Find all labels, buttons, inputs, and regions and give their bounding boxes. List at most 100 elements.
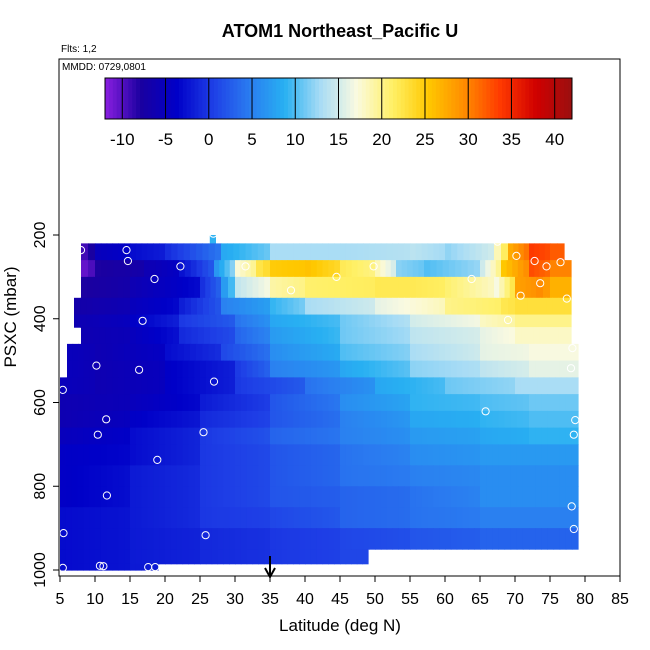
heatmap-cell (410, 243, 417, 261)
heatmap-cell (235, 377, 242, 395)
heatmap-cell (357, 327, 364, 345)
heatmap-cell (565, 528, 573, 550)
heatmap-cell (456, 314, 464, 328)
heatmap-cell (439, 243, 446, 261)
heatmap-cell (106, 563, 114, 571)
heatmap-cell (184, 260, 192, 278)
heatmap-cell (106, 507, 114, 529)
heatmap-cell (214, 260, 220, 278)
colorbar-segment (505, 78, 511, 119)
heatmap-cell (83, 444, 90, 466)
data-point (150, 274, 159, 284)
heatmap-cell (124, 444, 131, 466)
colorbar-segment (396, 78, 402, 119)
heatmap-cell (141, 377, 149, 395)
heatmap-cell (515, 314, 522, 328)
heatmap-cell (170, 427, 178, 445)
heatmap-cell (240, 327, 248, 345)
heatmap-cell (179, 314, 186, 328)
colorbar-tick-label: 15 (329, 130, 348, 149)
heatmap-cell (410, 377, 417, 395)
heatmap-cell (310, 297, 318, 316)
heatmap-cell (153, 507, 160, 529)
heatmap-cell (539, 297, 547, 316)
heatmap-cell (363, 243, 370, 261)
heatmap-cell (154, 327, 162, 345)
heatmap-cell (182, 528, 189, 550)
heatmap-cell (258, 486, 265, 508)
heatmap-cell (369, 427, 376, 445)
y-tick-label: 400 (32, 305, 49, 332)
heatmap-cell (439, 327, 446, 345)
heatmap-cell (275, 507, 283, 529)
heatmap-cell (183, 243, 191, 261)
heatmap-cell (316, 343, 324, 362)
heatmap-cell (398, 486, 405, 508)
heatmap-cell (210, 314, 217, 328)
heatmap-cell (194, 486, 201, 508)
heatmap-cell (100, 507, 108, 529)
heatmap-cell (328, 327, 335, 345)
heatmap-cell (560, 276, 567, 299)
heatmap-cell (246, 444, 254, 466)
heatmap-cell (240, 360, 248, 378)
heatmap-cell (340, 360, 347, 378)
heatmap-cell (468, 327, 475, 345)
heatmap-cell (89, 394, 96, 412)
heatmap-cell (497, 314, 504, 328)
heatmap-cell (546, 297, 553, 316)
heatmap-cell (363, 360, 370, 378)
heatmap-cell (386, 297, 394, 316)
heatmap-cell (124, 486, 131, 508)
heatmap-cell (363, 394, 370, 412)
heatmap-cell (251, 343, 259, 362)
heatmap-cell (421, 427, 429, 445)
colorbar-segment (381, 78, 386, 119)
heatmap-cell (560, 377, 568, 395)
heatmap-cell (509, 327, 516, 345)
heatmap-cell (555, 260, 562, 278)
heatmap-cell (71, 377, 79, 395)
colorbar-segment (319, 78, 324, 119)
heatmap-cell (345, 243, 353, 261)
heatmap-cell (504, 343, 512, 362)
heatmap-cell (565, 343, 573, 362)
heatmap-cell (504, 360, 512, 378)
heatmap-cell (487, 276, 495, 299)
heatmap-cell (95, 360, 102, 378)
heatmap-cell (130, 410, 137, 429)
heatmap-cell (516, 444, 524, 466)
heatmap-cell (552, 297, 560, 316)
heatmap-cell (557, 243, 565, 261)
heatmap-cell (170, 507, 178, 529)
heatmap-cell (494, 243, 502, 261)
data-point (92, 361, 101, 370)
heatmap-cell (535, 394, 542, 412)
heatmap-cell (328, 444, 335, 466)
heatmap-cell (362, 549, 369, 565)
heatmap-cell (299, 528, 306, 550)
heatmap-cell (535, 465, 542, 487)
heatmap-cell (166, 297, 174, 316)
heatmap-cell (495, 260, 502, 278)
heatmap-cell (106, 377, 114, 395)
heatmap-cell (558, 314, 566, 328)
heatmap-cell (217, 394, 224, 412)
heatmap-cell (328, 343, 335, 362)
heatmap-cell (529, 507, 536, 529)
heatmap-cell (445, 343, 452, 362)
heatmap-cell (334, 465, 341, 487)
heatmap-cell (106, 528, 114, 550)
heatmap-cell (89, 563, 96, 571)
heatmap-cell (252, 410, 259, 429)
heatmap-cell (159, 486, 166, 508)
heatmap-cell (83, 360, 90, 378)
heatmap-cell (334, 243, 341, 261)
heatmap-cell (223, 394, 230, 412)
heatmap-cell (153, 394, 160, 412)
heatmap-cell (99, 327, 107, 345)
heatmap-cell (492, 486, 499, 508)
heatmap-cell (112, 444, 119, 466)
heatmap-cell (100, 394, 108, 412)
heatmap-cell (565, 276, 572, 299)
